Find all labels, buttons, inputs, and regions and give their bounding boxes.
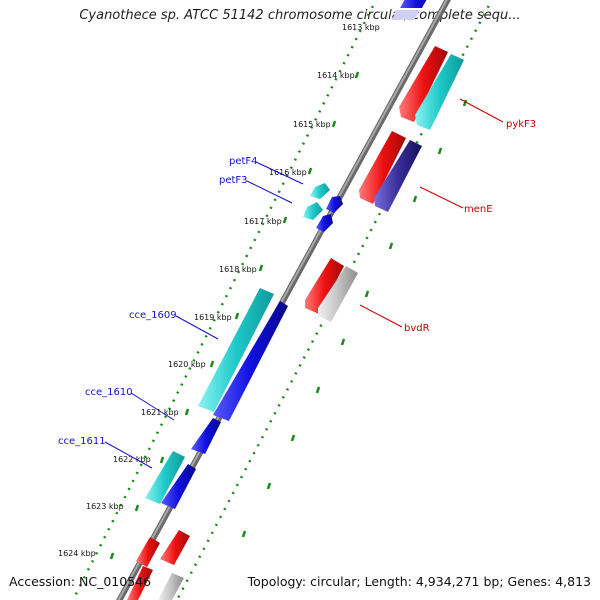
kbp-label: 1623 kbp [86,502,124,511]
summary-text: Topology: circular; Length: 4,934,271 bp… [247,574,591,589]
gene-feature [158,573,184,600]
gene-petF4 [310,183,330,199]
kbp-label: 1615 kbp [293,120,331,129]
backbone-line [116,0,451,600]
gene-menE-navy [374,140,422,212]
scale-labels: 1613 kbp 1614 kbp 1615 kbp 1616 kbp 1617… [58,23,380,558]
reverse-genes[interactable] [305,46,464,322]
kbp-label: 1622 kbp [113,455,151,464]
gene-cce_1609-cds [198,288,274,412]
gene-feature [392,10,420,20]
gene-feature [400,0,427,8]
accession-text: Accession: NC_010546 [9,574,152,589]
gene-labels: petF4 petF3 cce_1609 cce_1610 cce_1611 p… [58,119,536,447]
label-cce_1611: cce_1611 [58,436,106,447]
label-menE: menE [464,204,493,215]
kbp-label: 1618 kbp [219,265,257,274]
gene-feature [127,566,153,600]
gene-blue-arrow [326,196,343,213]
gene-menE [359,131,406,204]
kbp-label: 1624 kbp [58,549,96,558]
gene-cce_1611 [161,464,196,509]
gene-pykF3-cds [415,54,464,130]
label-petF4: petF4 [229,156,258,167]
major-ticks [109,71,468,560]
gene-blue-arrow [316,214,333,232]
gene-pykF3 [399,46,448,122]
label-cce_1609: cce_1609 [129,310,177,321]
forward-genes[interactable] [127,0,432,600]
label-leaders [104,98,504,469]
kbp-label: 1620 kbp [168,360,206,369]
gene-feature [136,537,160,567]
gene-feature [160,530,190,565]
gene-petF3-cds [303,202,323,220]
label-pykF3: pykF3 [506,119,536,130]
gene-bvdR-gray [318,266,358,322]
gene-bvdR [305,258,344,314]
kbp-label: 1616 kbp [269,168,307,177]
kbp-label: 1619 kbp [194,313,232,322]
gene-cce_1611-cds [145,451,185,504]
gene-cce_1610 [191,418,221,454]
kbp-label: 1613 kbp [342,23,380,32]
label-cce_1610: cce_1610 [85,387,133,398]
kbp-label: 1621 kbp [141,408,179,417]
kbp-label: 1617 kbp [244,217,282,226]
kbp-label: 1614 kbp [317,71,355,80]
gene-cce_1609 [213,301,288,421]
label-bvdR: bvdR [404,323,430,334]
label-petF3: petF3 [219,175,248,186]
